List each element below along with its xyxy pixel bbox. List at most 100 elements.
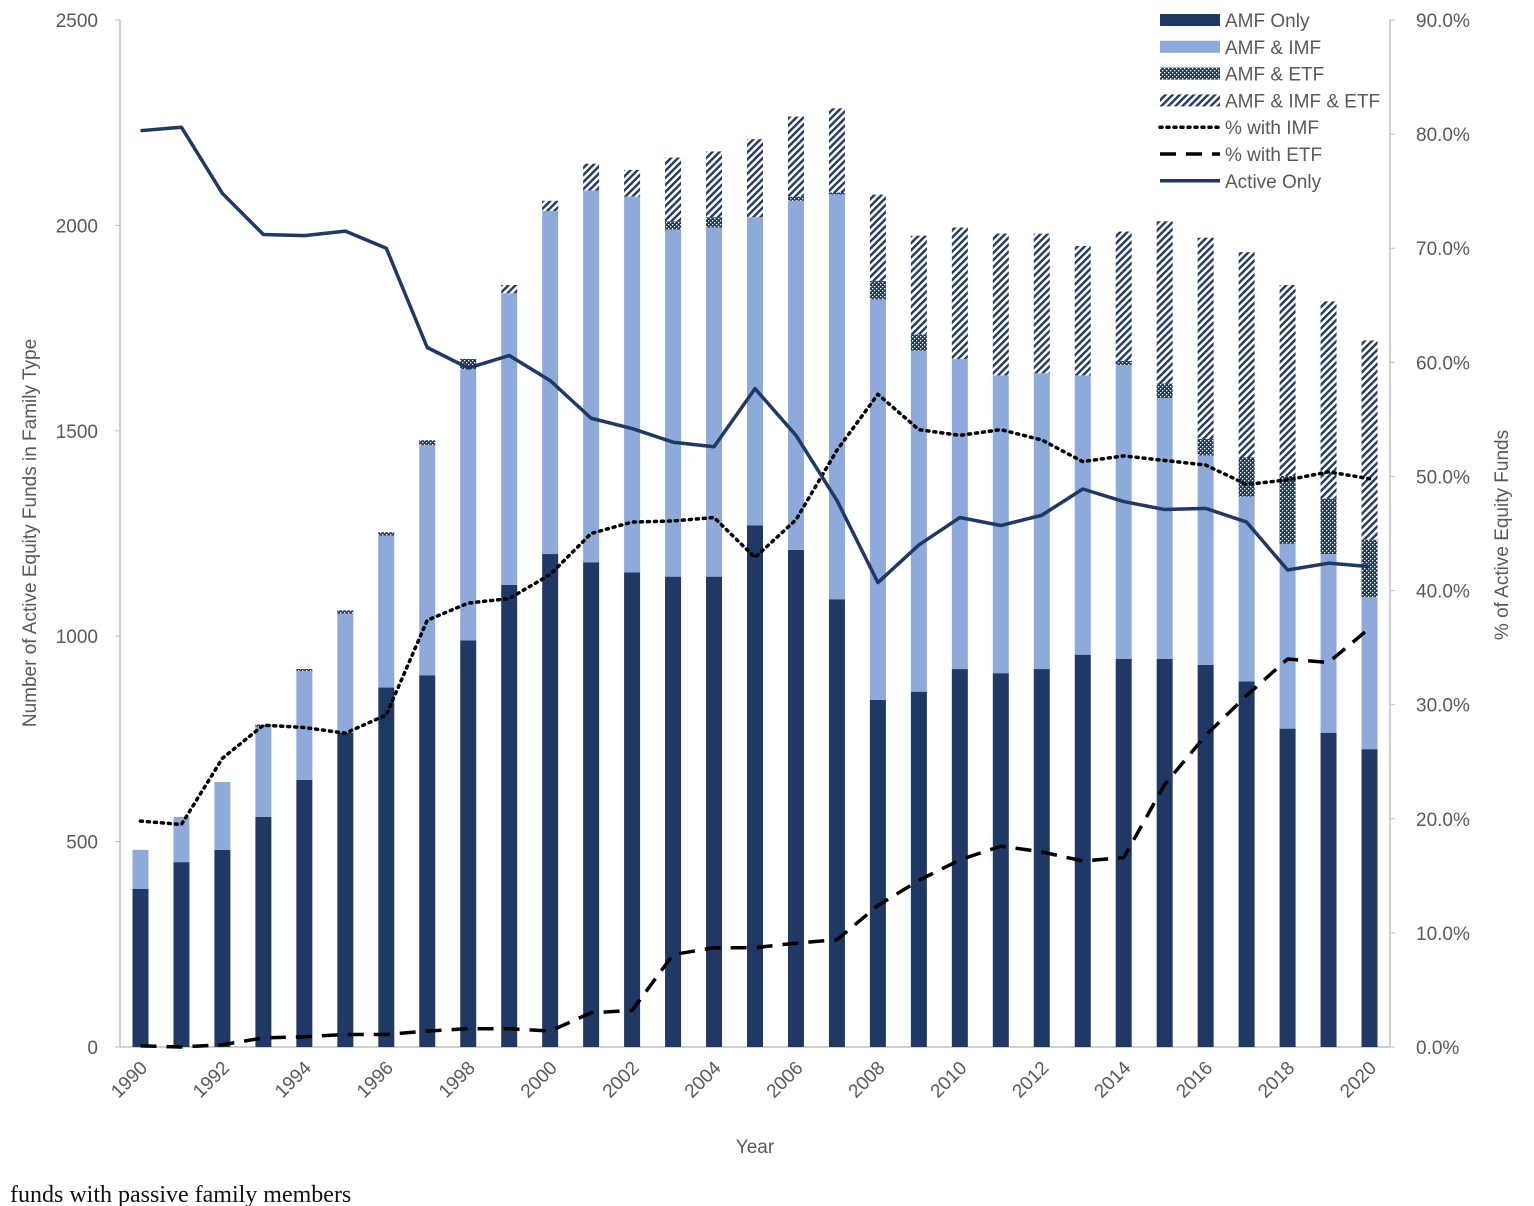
x-tick-label: 1998 <box>435 1058 480 1103</box>
bar-segment <box>910 334 927 351</box>
bar-segment <box>665 229 682 577</box>
bar-segment <box>787 116 804 197</box>
bar-segment <box>1074 375 1091 655</box>
legend-label: Active Only <box>1225 172 1322 193</box>
bar-segment <box>706 217 723 228</box>
bar-segment <box>747 139 763 218</box>
x-tick-label: 2002 <box>599 1058 644 1103</box>
y-tick-label: 500 <box>66 833 98 854</box>
bar-segment <box>910 691 927 1047</box>
bar-segment <box>787 200 804 550</box>
legend-label: AMF & IMF <box>1225 38 1321 59</box>
bar-segment <box>1238 252 1255 458</box>
x-tick-label: 2014 <box>1090 1057 1135 1102</box>
bar-segment <box>1361 597 1378 750</box>
bar-segment <box>1361 340 1378 540</box>
bar-segment <box>296 671 313 780</box>
bar-segment <box>828 192 845 195</box>
x-axis-title: Year <box>736 1137 775 1158</box>
bar-segment <box>501 293 518 585</box>
bar-segment <box>1320 498 1337 555</box>
bar-segment <box>869 280 886 300</box>
bar-segment <box>460 640 477 1047</box>
y2-tick-label: 90.0% <box>1416 11 1470 32</box>
y2-tick-label: 30.0% <box>1416 696 1470 717</box>
legend-swatch <box>1160 67 1220 80</box>
line-series <box>140 626 1371 1049</box>
bar-segment <box>378 532 395 536</box>
bar-segment <box>1156 658 1173 1047</box>
x-tick-label: 1996 <box>353 1058 398 1103</box>
bar-segment <box>787 549 804 1047</box>
bar-segment <box>583 190 600 563</box>
bar-segment <box>665 221 682 230</box>
bar-segment <box>214 849 231 1047</box>
bar-segment <box>173 862 190 1047</box>
bar-segment <box>583 163 600 191</box>
y2-tick-label: 40.0% <box>1416 582 1470 603</box>
y-tick-label: 0 <box>87 1038 98 1059</box>
bar-segment <box>1238 681 1255 1047</box>
bar-segment <box>951 227 968 359</box>
bar-segment <box>1279 475 1296 544</box>
legend-label: AMF & ETF <box>1225 65 1324 86</box>
bar-segment <box>1156 383 1173 398</box>
bar-segment <box>460 358 477 370</box>
line-series <box>138 392 1372 827</box>
bar-segment <box>419 440 436 446</box>
x-tick-label: 1992 <box>189 1058 234 1103</box>
bar-segment <box>665 576 682 1047</box>
bar-segment <box>1033 233 1050 374</box>
legend-label: % with IMF <box>1225 118 1319 139</box>
bar-segment <box>419 675 436 1047</box>
y-tick-label: 1500 <box>56 422 98 443</box>
bar-segment <box>706 227 723 577</box>
bar-segment <box>1156 397 1173 659</box>
y2-tick-label: 50.0% <box>1416 467 1470 488</box>
bar-segment <box>910 235 927 335</box>
y2-tick-label: 60.0% <box>1416 353 1470 374</box>
legend-label: % with ETF <box>1225 145 1322 166</box>
bar-segment <box>747 525 763 1047</box>
x-tick-label: 2000 <box>517 1058 562 1103</box>
x-tick-label: 2008 <box>845 1058 890 1103</box>
bar-segment <box>1361 749 1378 1047</box>
bar-segment <box>747 217 763 526</box>
x-tick-label: 2018 <box>1254 1058 1299 1103</box>
bar-segment <box>1279 284 1296 476</box>
bar-segment <box>501 284 518 294</box>
x-tick-label: 2006 <box>763 1058 808 1103</box>
bar-segment <box>1320 301 1337 499</box>
x-tick-label: 2010 <box>927 1058 972 1103</box>
bar-segment <box>337 610 354 614</box>
bar-segment <box>1115 365 1132 659</box>
bar-segment <box>460 369 477 641</box>
bar-segment <box>542 554 559 1047</box>
bar-segment <box>624 169 641 197</box>
legend-swatch <box>1160 14 1220 26</box>
legend-label: AMF Only <box>1225 11 1310 32</box>
x-tick-label: 2012 <box>1009 1058 1054 1103</box>
bar-segment <box>1115 360 1132 366</box>
bar-segment <box>1320 554 1337 733</box>
bar-segment <box>296 669 313 672</box>
bar-segment <box>542 200 559 212</box>
bar-segment <box>419 445 436 676</box>
bar-segment <box>1279 543 1296 729</box>
bar-segment <box>828 194 845 600</box>
bar-segment <box>337 732 354 1047</box>
line-series <box>140 125 1370 585</box>
bar-segment <box>255 816 272 1047</box>
y2-tick-label: 20.0% <box>1416 810 1470 831</box>
x-tick-label: 2016 <box>1172 1058 1217 1103</box>
y-tick-label: 1000 <box>56 627 98 648</box>
y2-axis-title: % of Active Equity Funds <box>1492 430 1513 640</box>
bar-segment <box>1197 664 1214 1047</box>
bar-segment <box>1033 373 1050 670</box>
bar-segment <box>214 782 231 850</box>
bar-segment <box>1197 439 1214 456</box>
bar-segment <box>583 562 600 1047</box>
bar-segment <box>1238 496 1255 682</box>
bar-segment <box>706 151 723 218</box>
bar-segment <box>337 613 354 733</box>
